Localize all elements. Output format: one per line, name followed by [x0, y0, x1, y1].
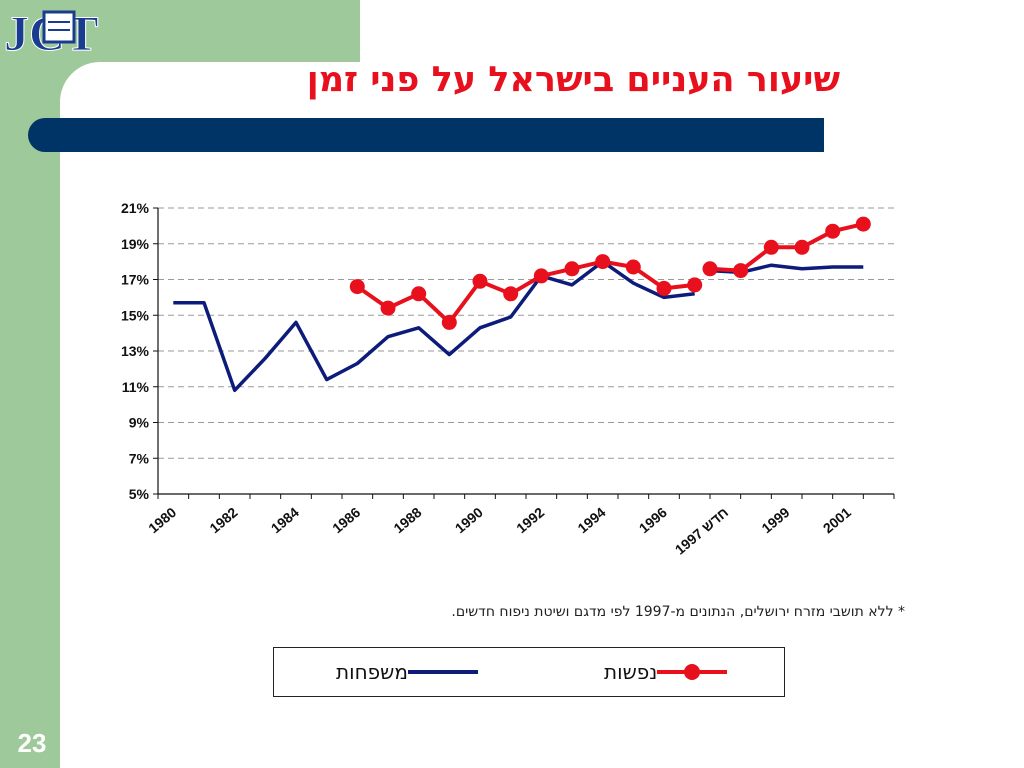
- y-tick-label: 9%: [129, 415, 150, 431]
- jct-logo: JCT: [4, 5, 99, 61]
- title-underline-bar: [28, 118, 824, 152]
- persons-data-point: [564, 261, 580, 277]
- persons-data-point: [595, 254, 611, 270]
- persons-data-point: [533, 268, 549, 284]
- y-tick-label: 13%: [121, 343, 150, 359]
- persons-data-point: [472, 273, 488, 289]
- persons-data-point: [794, 239, 810, 255]
- x-tick-label: 1982: [206, 504, 240, 536]
- y-tick-label: 19%: [121, 236, 150, 252]
- persons-data-point: [349, 279, 365, 295]
- legend-swatch-families: [407, 670, 478, 674]
- x-tick-label: 1997 חדש: [672, 504, 732, 558]
- sidebar-corner: [60, 62, 100, 102]
- y-tick-label: 21%: [121, 200, 150, 216]
- persons-data-point: [441, 314, 457, 330]
- logo-book-icon: [42, 10, 76, 44]
- persons-data-point: [656, 280, 672, 296]
- x-tick-label: 1980: [145, 504, 179, 536]
- legend-swatch-persons: [657, 664, 728, 680]
- left-sidebar: [0, 0, 60, 768]
- x-tick-label: 1996: [636, 504, 670, 536]
- legend-item-families: משפחות: [336, 648, 488, 696]
- x-tick-label: 1992: [513, 504, 547, 536]
- persons-data-point: [855, 216, 871, 232]
- legend-label-families: משפחות: [336, 660, 408, 684]
- persons-data-point: [702, 261, 718, 277]
- persons-data-point: [380, 300, 396, 316]
- y-tick-label: 17%: [121, 272, 150, 288]
- persons-series-line: [709, 222, 864, 273]
- page-number: 23: [17, 728, 47, 758]
- persons-data-point: [411, 286, 427, 302]
- x-tick-label: 1990: [452, 504, 486, 536]
- y-tick-label: 5%: [129, 486, 150, 502]
- families-series-line: [173, 259, 695, 393]
- slide-title: שיעור העניים בישראל על פני זמן: [306, 60, 840, 100]
- x-tick-label: 1986: [329, 504, 363, 536]
- y-tick-label: 11%: [122, 379, 150, 395]
- x-tick-label: 1984: [268, 504, 302, 536]
- persons-data-point: [503, 286, 519, 302]
- persons-data-point: [825, 223, 841, 239]
- x-tick-label: 1999: [758, 504, 792, 536]
- legend-item-persons: נפשות: [604, 648, 737, 696]
- x-tick-label: 2001: [820, 504, 854, 536]
- chart-legend: נפשות משפחות: [273, 647, 785, 697]
- poverty-rate-chart: 21% 19% 17% 15% 13% 11% 9% 7% 5% 1980 1982 1984 1986…: [121, 200, 895, 558]
- legend-label-persons: נפשות: [604, 660, 658, 684]
- x-tick-label: 1994: [574, 504, 608, 536]
- persons-data-point: [687, 277, 703, 293]
- y-tick-label: 7%: [129, 450, 150, 466]
- y-tick-label: 15%: [121, 307, 150, 323]
- persons-series-line: [356, 259, 695, 325]
- chart-footnote: * ללא תושבי מזרח ירושלים, הנתונים מ-1997…: [451, 604, 905, 620]
- x-tick-label: 1988: [390, 504, 424, 536]
- persons-data-point: [625, 259, 641, 275]
- persons-data-point: [733, 263, 749, 279]
- persons-data-point: [763, 239, 779, 255]
